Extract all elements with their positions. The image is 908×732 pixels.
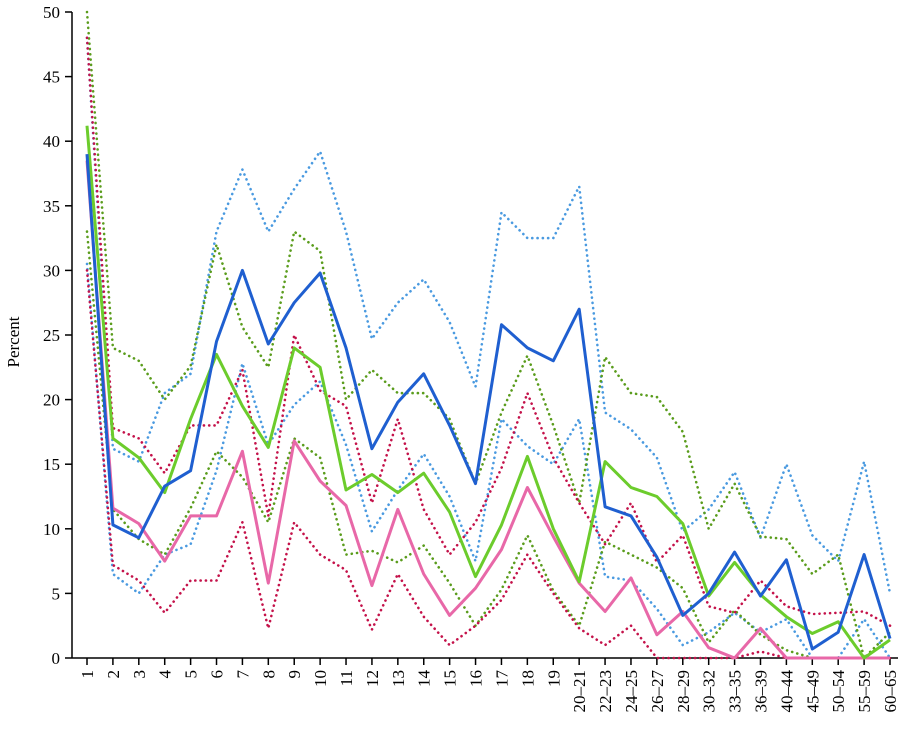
y-axis-title: Percent <box>4 316 23 367</box>
series-line-5 <box>85 10 892 660</box>
x-tick-label: 15 <box>441 670 460 687</box>
series-layer <box>85 10 892 660</box>
x-tick-label: 20–21 <box>570 670 589 713</box>
x-tick-label: 60–65 <box>881 670 900 713</box>
x-tick-label: 1 <box>78 670 97 679</box>
x-tick-label: 26–27 <box>648 670 667 713</box>
x-tick-label: 13 <box>389 670 408 687</box>
series-line-7 <box>85 36 892 628</box>
x-tick-label: 55–59 <box>855 670 874 713</box>
x-tick-label: 28–29 <box>674 670 693 713</box>
y-tick-label: 5 <box>52 584 61 603</box>
x-tick-label: 16 <box>467 670 486 687</box>
x-tick-label: 19 <box>544 670 563 687</box>
x-tick-label: 5 <box>182 670 201 679</box>
series-line-2 <box>85 160 890 660</box>
x-tick-label: 9 <box>285 670 304 679</box>
x-tick-label: 17 <box>492 670 511 688</box>
series-line-6 <box>85 230 892 660</box>
x-axis: 1 2 3 4 5 6 7 8 9 10 11 12 13 14 15 16 17 18 19 20–21 22–23 2… <box>72 657 900 713</box>
x-tick-label: 10 <box>311 670 330 687</box>
x-tick-label: 3 <box>130 670 149 679</box>
y-tick-label: 0 <box>52 649 61 668</box>
y-tick-label: 15 <box>43 455 60 474</box>
y-tick-label: 25 <box>43 326 60 345</box>
y-tick-label: 20 <box>43 391 60 410</box>
x-tick-label: 45–49 <box>803 670 822 713</box>
x-tick-label: 12 <box>363 670 382 687</box>
x-tick-label: 33–35 <box>726 670 745 713</box>
y-tick-label: 30 <box>43 261 60 280</box>
x-tick-label: 8 <box>259 670 278 679</box>
x-tick-label: 18 <box>518 670 537 687</box>
x-tick-label: 2 <box>104 670 123 679</box>
x-tick-label: 7 <box>233 670 252 679</box>
series-line-4 <box>85 262 892 660</box>
x-tick-label: 36–39 <box>751 670 770 713</box>
x-tick-label: 30–32 <box>700 670 719 713</box>
y-axis: 0 5 10 15 20 25 30 35 40 45 50 <box>43 3 73 668</box>
y-tick-label: 10 <box>43 520 60 539</box>
y-tick-label: 35 <box>43 197 60 216</box>
x-tick-label: 4 <box>156 670 175 679</box>
x-tick-label: 6 <box>208 670 227 679</box>
x-tick-label: 14 <box>415 670 434 688</box>
series-line-8 <box>85 269 892 660</box>
x-tick-label: 50–54 <box>829 670 848 713</box>
y-tick-label: 45 <box>43 68 60 87</box>
series-line-3 <box>85 36 892 595</box>
x-tick-label: 22–23 <box>596 670 615 713</box>
x-tick-label: 11 <box>337 670 356 686</box>
y-tick-label: 50 <box>43 3 60 22</box>
y-tick-label: 40 <box>43 132 60 151</box>
x-tick-label: 24–25 <box>622 670 641 713</box>
x-tick-label: 40–44 <box>777 670 796 713</box>
series-line-0 <box>85 153 892 651</box>
